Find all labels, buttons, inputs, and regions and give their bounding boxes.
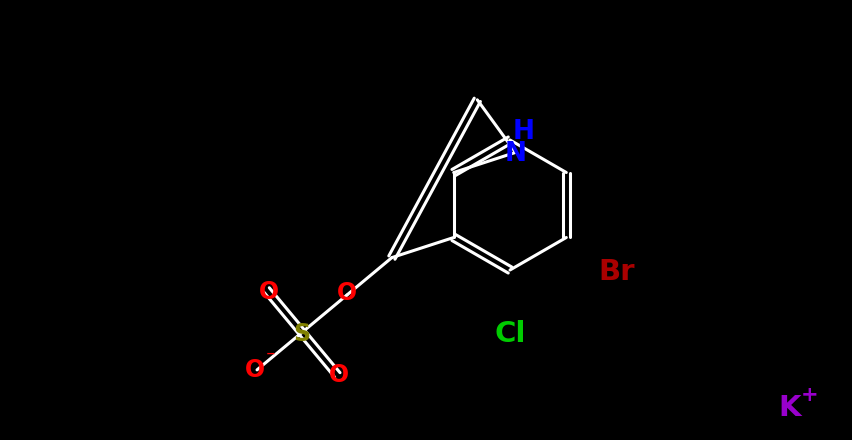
Text: O: O: [245, 358, 265, 382]
Text: N: N: [504, 141, 526, 167]
Text: O: O: [258, 280, 279, 304]
Text: K: K: [778, 394, 800, 422]
Text: Cl: Cl: [493, 319, 525, 348]
Text: +: +: [800, 385, 818, 405]
Text: O: O: [337, 281, 357, 305]
Text: S: S: [293, 323, 310, 346]
Text: Br: Br: [598, 258, 635, 286]
Text: H: H: [512, 119, 534, 145]
Text: O: O: [329, 363, 349, 387]
Text: ⁻: ⁻: [266, 349, 275, 367]
